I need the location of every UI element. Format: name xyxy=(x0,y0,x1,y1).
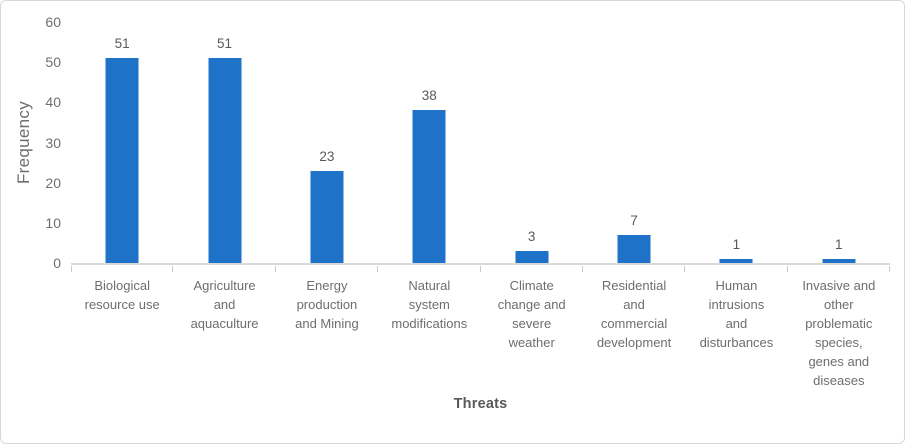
x-axis-tick xyxy=(71,266,72,272)
y-axis-title: Frequency xyxy=(14,100,33,185)
bar-value-label: 7 xyxy=(630,212,638,228)
x-axis-tick xyxy=(172,266,174,272)
y-tick-label: 40 xyxy=(45,94,61,111)
x-category-label: Energy production and Mining xyxy=(295,278,359,331)
y-tick-label: 30 xyxy=(45,134,61,151)
y-tick-label: 10 xyxy=(45,214,61,231)
bar-value-label: 1 xyxy=(835,236,843,252)
bar-column: 1 xyxy=(685,22,788,272)
bar[interactable] xyxy=(617,234,651,263)
bar-value-label: 51 xyxy=(217,36,233,52)
bar[interactable] xyxy=(105,58,139,263)
chart-main: 0 10 20 30 40 50 60 51 51 23 38 3 7 1 1 Biological re… xyxy=(37,14,890,412)
bar[interactable] xyxy=(412,110,446,263)
plot-area: 51 51 23 38 3 7 1 1 xyxy=(71,22,890,272)
x-axis-labels: Biological resource use Agriculture and a… xyxy=(71,265,890,390)
x-category-label: Agriculture and aquaculture xyxy=(190,278,259,331)
x-axis-title: Threats xyxy=(453,396,508,412)
bar[interactable] xyxy=(719,258,753,263)
x-axis-tick xyxy=(377,266,379,272)
x-axis-tick xyxy=(786,266,788,272)
y-tick-label: 0 xyxy=(53,255,61,271)
x-axis-tick xyxy=(479,266,481,272)
bar[interactable] xyxy=(310,170,344,263)
bar-value-label: 1 xyxy=(732,236,741,252)
bar[interactable] xyxy=(822,258,856,263)
bar-chart: Frequency 0 10 20 30 40 50 60 51 51 23 38 3 7 1 1 Bio… xyxy=(1,1,904,412)
bar-column: 51 xyxy=(173,22,276,272)
bar-value-label: 23 xyxy=(319,148,335,164)
bar-column: 3 xyxy=(481,22,583,272)
bar[interactable] xyxy=(515,250,549,263)
x-axis-tick xyxy=(684,266,686,272)
x-category-label: Natural system modifications xyxy=(391,278,468,331)
bar-column: 23 xyxy=(276,22,379,272)
bar-column: 1 xyxy=(788,22,890,272)
x-category-label: Residential and commercial development xyxy=(596,278,672,350)
y-axis-ticks: 0 10 20 30 40 50 60 xyxy=(37,14,71,271)
x-axis-tick xyxy=(274,266,276,272)
y-tick-label: 20 xyxy=(45,174,61,191)
plot-row: 0 10 20 30 40 50 60 51 51 23 38 3 7 1 1 xyxy=(37,14,890,272)
x-category-label: Climate change and severe weather xyxy=(497,278,566,350)
bar-value-label: 51 xyxy=(114,36,130,52)
x-category-label: Invasive and other problematic species, … xyxy=(802,278,876,388)
bar-value-label: 38 xyxy=(421,88,437,104)
y-tick-label: 50 xyxy=(45,54,61,71)
x-axis-tick xyxy=(581,266,583,272)
bar[interactable] xyxy=(208,58,242,263)
bar-value-label: 3 xyxy=(527,228,536,244)
y-tick-label: 60 xyxy=(45,14,61,30)
x-category-label: Human intrusions and disturbances xyxy=(699,278,774,350)
bar-column: 51 xyxy=(71,22,174,272)
bar-column: 7 xyxy=(583,22,686,272)
x-axis-tick xyxy=(889,266,890,272)
bar-column: 38 xyxy=(378,22,481,272)
x-category-label: Biological resource use xyxy=(84,278,160,312)
